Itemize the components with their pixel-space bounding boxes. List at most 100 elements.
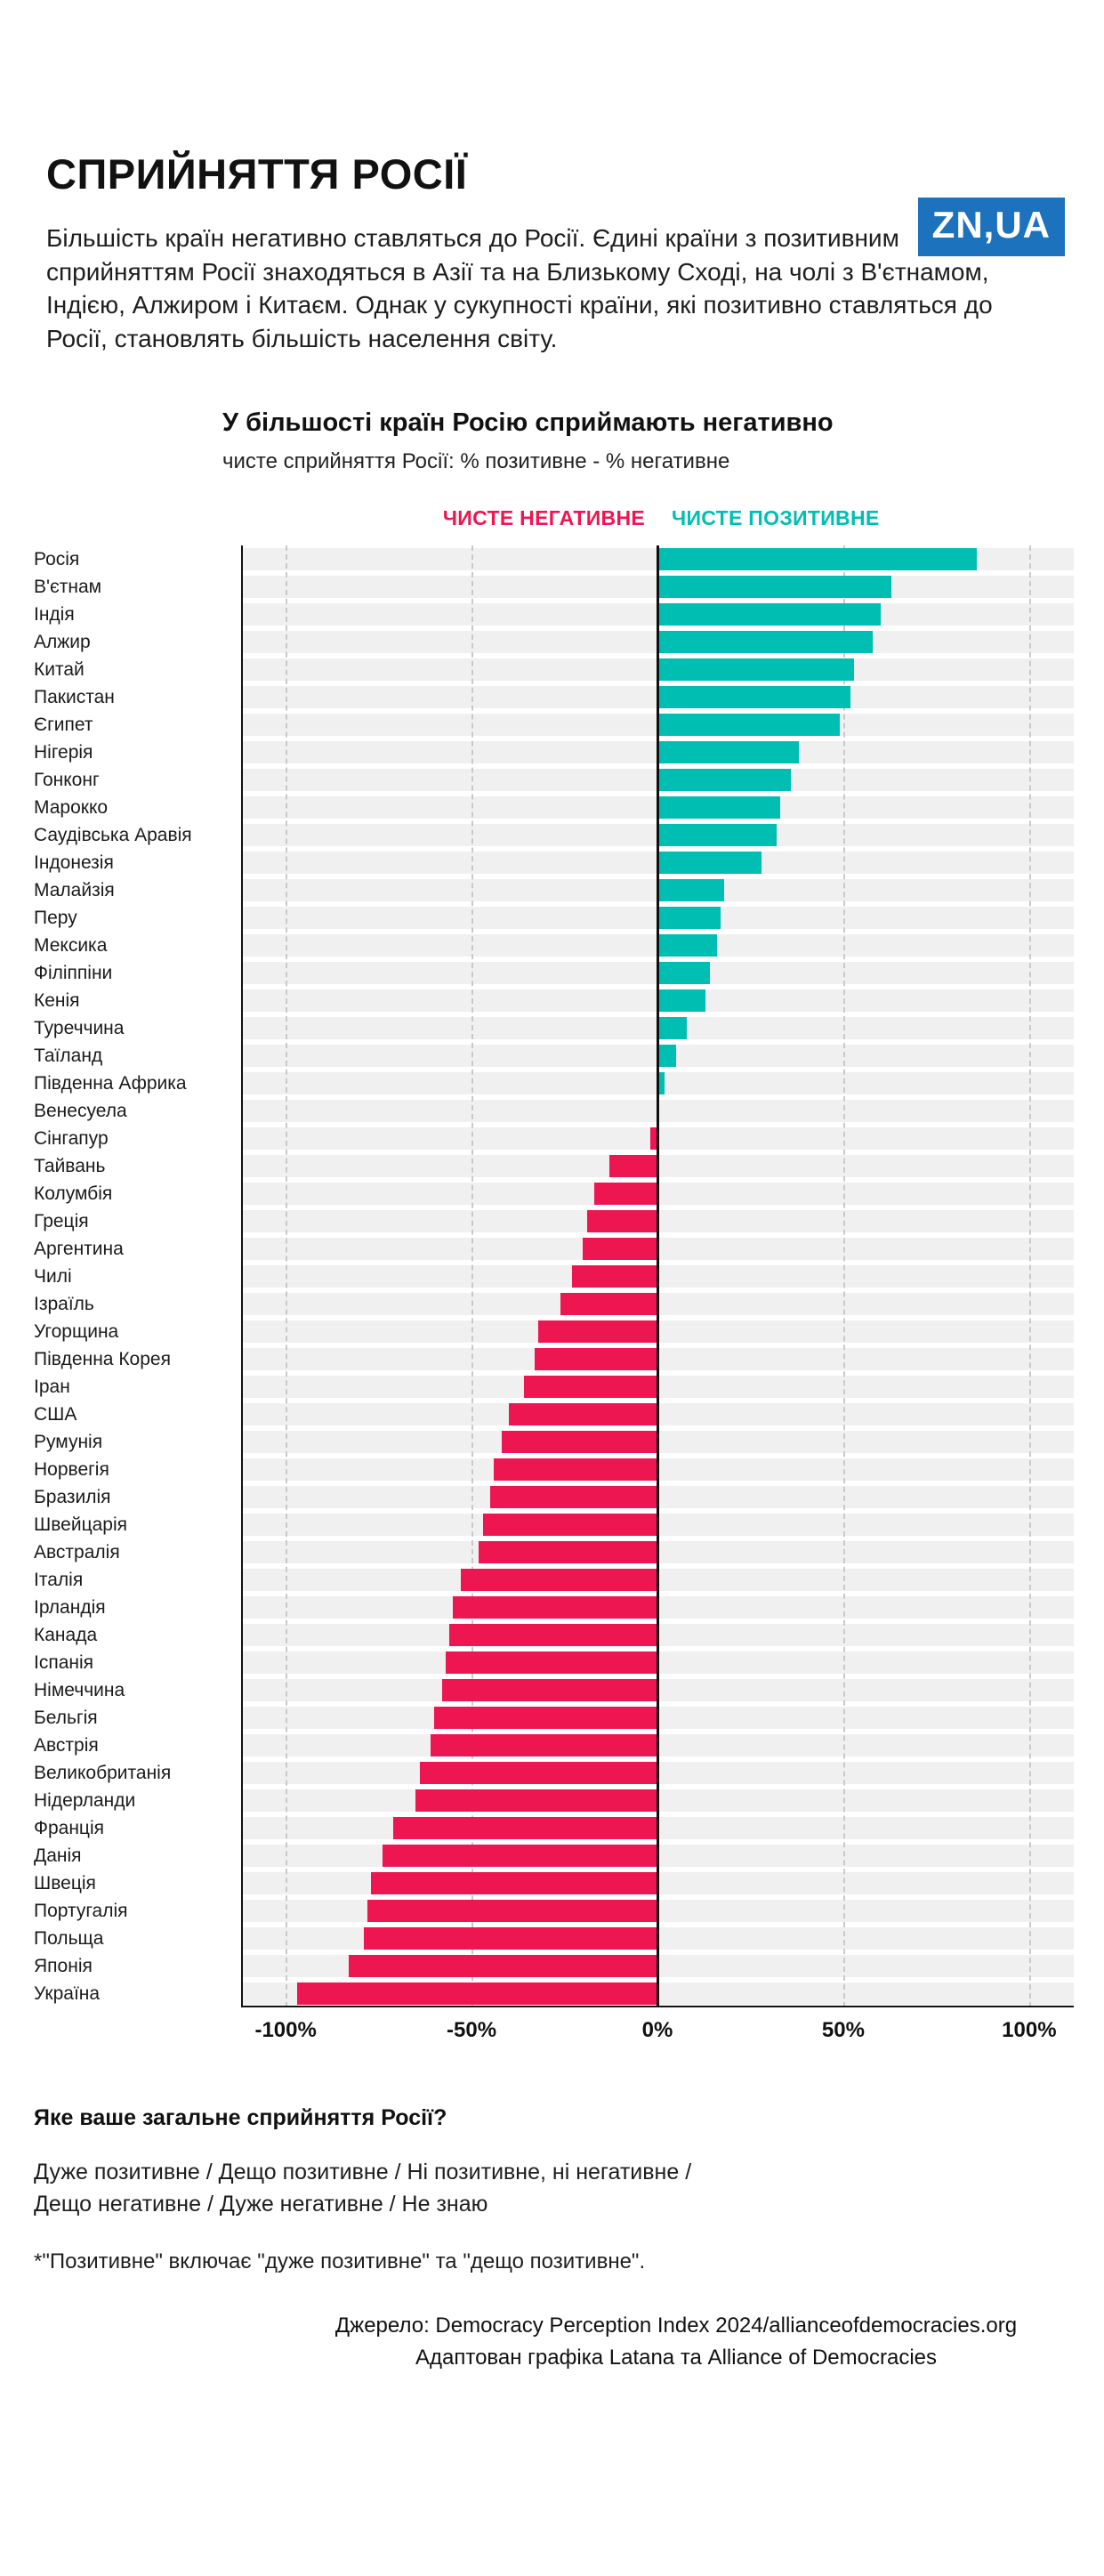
positive-bar [657, 907, 721, 930]
chart-row: Австралія [34, 1538, 1074, 1566]
chart-row: Ірландія [34, 1594, 1074, 1621]
chart-row: Італія [34, 1566, 1074, 1594]
country-label: Греція [34, 1211, 89, 1232]
country-label: Саудівська Аравія [34, 825, 192, 846]
chart-row: Польща [34, 1925, 1074, 1952]
country-label: Китай [34, 659, 85, 681]
country-label: Тайвань [34, 1156, 106, 1177]
chart-row: Туреччина [34, 1014, 1074, 1042]
chart-row: Канада [34, 1621, 1074, 1649]
negative-bar [593, 1183, 657, 1206]
znua-logo[interactable]: ZN,UA [917, 198, 1065, 256]
positive-bar [657, 1072, 665, 1095]
country-label: Бразилія [34, 1487, 111, 1508]
negative-bar [460, 1569, 657, 1592]
survey-options: Дуже позитивне / Дещо позитивне / Ні поз… [34, 2156, 1070, 2221]
positive-bar [657, 686, 851, 709]
chart-row: США [34, 1401, 1074, 1428]
negative-bar [535, 1348, 657, 1371]
chart-row: Марокко [34, 794, 1074, 821]
chart-row: Південна Африка [34, 1070, 1074, 1097]
country-label: Швейцарія [34, 1514, 127, 1536]
positive-bar [657, 576, 892, 599]
country-label: Єгипет [34, 715, 93, 736]
x-axis: -100% -50% 0% 50% 100% [241, 2007, 1074, 2050]
negative-bar [538, 1320, 657, 1344]
negative-bar [445, 1651, 657, 1675]
negative-bar [649, 1127, 657, 1151]
country-label: Польща [34, 1928, 104, 1950]
country-label: Колумбія [34, 1183, 113, 1205]
chart-row: Індонезія [34, 849, 1074, 876]
chart-row: Греція [34, 1207, 1074, 1235]
country-label: Данія [34, 1845, 82, 1867]
negative-bar [453, 1596, 657, 1619]
positive-bar [657, 962, 710, 985]
chart-row: Сінгапур [34, 1125, 1074, 1152]
negative-bar [393, 1817, 657, 1840]
chart-row: Іспанія [34, 1649, 1074, 1676]
country-label: Італія [34, 1570, 84, 1591]
negative-bar [501, 1431, 657, 1454]
country-label: Росія [34, 549, 80, 570]
country-label: Нігерія [34, 742, 93, 763]
positive-bar [657, 1045, 676, 1068]
country-label: Австрія [34, 1735, 99, 1756]
gridline [471, 545, 474, 2008]
negative-bar [523, 1376, 657, 1399]
country-label: Швеція [34, 1873, 96, 1894]
negative-bar [560, 1293, 657, 1316]
negative-bar [571, 1265, 657, 1288]
country-label: Німеччина [34, 1680, 125, 1701]
negative-bar [296, 1982, 657, 2006]
chart-row: Перу [34, 904, 1074, 932]
negative-bar [608, 1155, 657, 1178]
gridline [286, 545, 288, 2008]
negative-bar [449, 1624, 657, 1647]
country-label: Малайзія [34, 880, 115, 901]
chart-row: Румунія [34, 1428, 1074, 1456]
country-label: Японія [34, 1956, 93, 1977]
country-label: В'єтнам [34, 577, 102, 598]
legend-negative: ЧИСТЕ НЕГАТИВНЕ [442, 506, 645, 530]
source-line1: Джерело: Democracy Perception Index 2024… [334, 2313, 1018, 2338]
positive-bar [657, 741, 799, 764]
negative-bar [434, 1707, 657, 1730]
chart-title: У більшості країн Росію сприймають негат… [222, 408, 834, 438]
negative-bar [482, 1514, 657, 1537]
positive-bar [657, 631, 874, 654]
gridline [1028, 545, 1031, 2008]
positive-bar [657, 989, 706, 1013]
chart-row: Бельгія [34, 1704, 1074, 1732]
chart-row: Китай [34, 656, 1074, 683]
country-label: Португалія [34, 1901, 128, 1922]
chart-row: Алжир [34, 628, 1074, 656]
positive-bar [657, 714, 840, 737]
positive-bar [657, 934, 717, 957]
x-axis-line [241, 2006, 1074, 2008]
chart-row: Малайзія [34, 876, 1074, 904]
negative-bar [419, 1762, 657, 1785]
survey-options-line2: Дещо негативне / Дуже негативне / Не зна… [34, 2192, 488, 2217]
chart-row: Франція [34, 1814, 1074, 1842]
country-label: Іспанія [34, 1652, 94, 1674]
country-label: Нідерланди [34, 1790, 136, 1812]
chart-row: Таїланд [34, 1042, 1074, 1070]
negative-bar [441, 1679, 657, 1702]
country-label: Мексика [34, 935, 108, 957]
chart-row: Норвегія [34, 1456, 1074, 1483]
negative-bar [479, 1541, 657, 1564]
chart-legend: ЧИСТЕ НЕГАТИВНЕ ЧИСТЕ ПОЗИТИВНЕ [241, 506, 1074, 530]
negative-bar [367, 1900, 657, 1923]
positive-bar [657, 1017, 688, 1040]
chart-row: Нігерія [34, 739, 1074, 766]
chart-row: Португалія [34, 1897, 1074, 1925]
positive-bar [657, 879, 725, 902]
country-label: Південна Корея [34, 1349, 171, 1370]
country-label: США [34, 1404, 77, 1425]
chart-row: Філіппіни [34, 959, 1074, 987]
axis-tick-label: 50% [821, 2018, 865, 2043]
chart-row: Південна Корея [34, 1345, 1074, 1373]
country-label: Ірландія [34, 1597, 106, 1619]
country-label: Сінгапур [34, 1128, 109, 1150]
